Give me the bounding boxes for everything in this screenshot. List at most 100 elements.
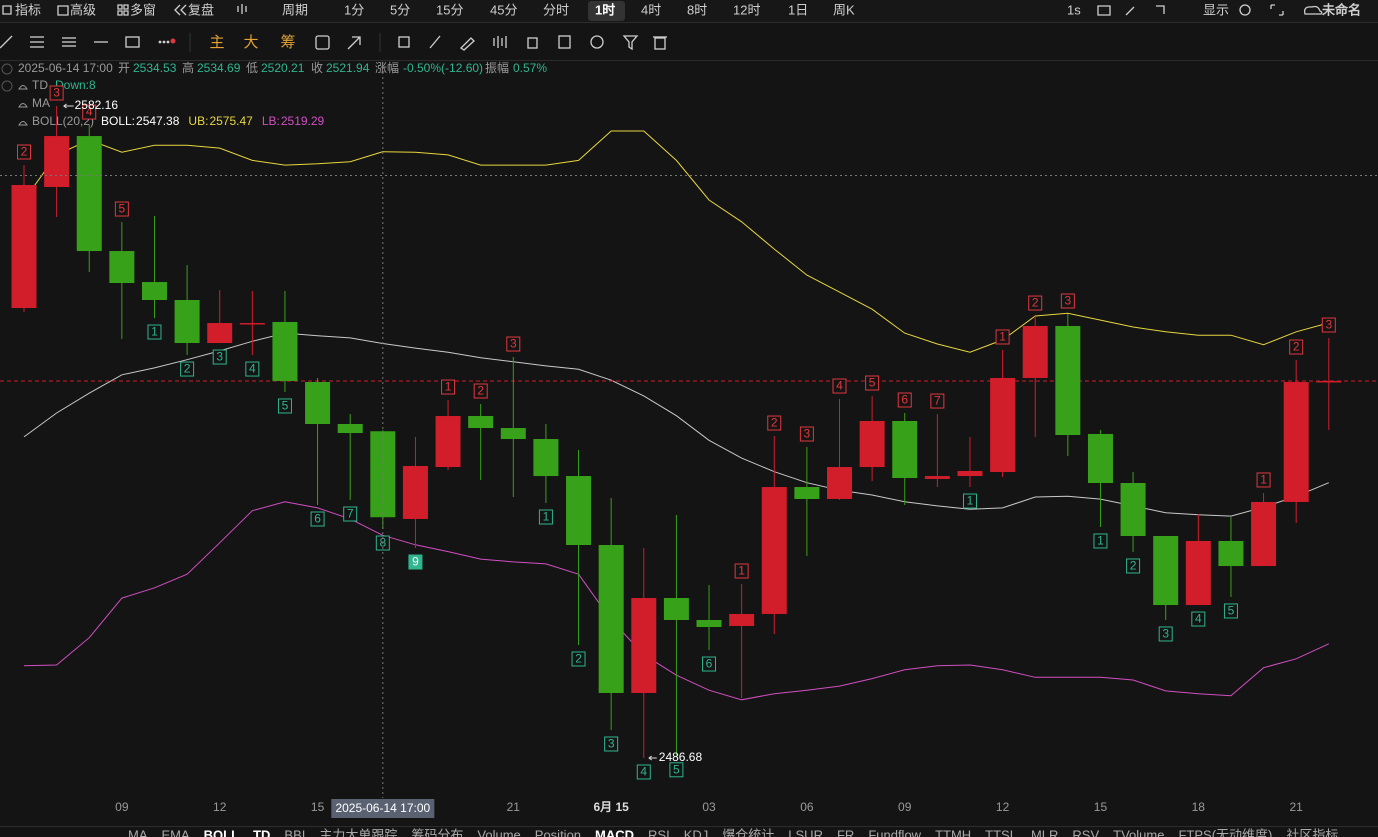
toolbar-item[interactable]: 未命名: [1321, 2, 1361, 17]
toolbar-item[interactable]: 指标: [15, 2, 41, 17]
indicator-tab[interactable]: TTSL: [985, 827, 1017, 837]
candle-body: [44, 136, 70, 187]
indicator-tab[interactable]: MACD: [595, 827, 634, 837]
candle-body: [272, 321, 298, 381]
td-box: [1191, 611, 1206, 627]
toolbar-item[interactable]: 筹: [280, 34, 295, 51]
indicator-tab[interactable]: Volume: [477, 827, 520, 837]
candle-body: [631, 597, 657, 693]
toolbar-item[interactable]: 45分: [490, 2, 517, 17]
indicator-tab[interactable]: RSV: [1072, 827, 1099, 837]
candle-body: [239, 323, 265, 325]
td-box: [147, 324, 162, 340]
candle-body: [892, 421, 918, 479]
td-label: 5: [673, 762, 680, 776]
td-label: 7: [934, 394, 941, 408]
candle-body: [794, 487, 820, 499]
x-tick-label: 6月 15: [593, 800, 629, 814]
indicator-tab[interactable]: 爆仓统计: [722, 827, 774, 837]
candle-body: [1283, 382, 1309, 502]
td-label: 5: [282, 399, 289, 413]
info-label: 涨幅: [375, 60, 399, 75]
indicator-tab[interactable]: Fundflow: [868, 827, 921, 837]
crosshair-label: 2025-06-14 17:00: [335, 801, 430, 815]
td-label: 1: [543, 510, 550, 524]
indicator-tab[interactable]: TD: [253, 827, 270, 837]
indicator-tab[interactable]: TTMH: [935, 827, 971, 837]
toolbar-icon: [174, 4, 187, 16]
info-label: 低: [246, 61, 258, 75]
td-box: [1126, 558, 1141, 574]
indicator-tab[interactable]: FR: [837, 827, 854, 837]
toolbar-item[interactable]: 显示: [1203, 2, 1229, 17]
indicator-tab[interactable]: FTPS(无动维度): [1178, 827, 1272, 837]
indicator-tab[interactable]: BOLL: [204, 827, 239, 837]
indicator-tab[interactable]: 筹码分布: [411, 827, 463, 837]
toolbar-item[interactable]: 1日: [788, 2, 808, 17]
info-value: 2520.21: [261, 61, 305, 75]
toolbar-item[interactable]: 8时: [687, 2, 707, 17]
td-label: 1: [151, 325, 158, 339]
indicator-tab[interactable]: TVolume: [1113, 827, 1164, 837]
toolbar-item[interactable]: 主: [209, 34, 224, 51]
toolbar-item[interactable]: 12时: [733, 2, 760, 17]
x-tick-label: 06: [800, 800, 814, 814]
indicator-tab[interactable]: MA: [128, 827, 148, 837]
info-value: -0.50%(-12.60): [403, 61, 483, 75]
info-value: 2534.53: [133, 61, 177, 75]
toolbar-item[interactable]: 1分: [344, 2, 364, 17]
toolbar-item[interactable]: 复盘: [188, 2, 214, 17]
indicator-tab[interactable]: BBI: [284, 827, 305, 837]
top-toolbar: [0, 0, 1378, 22]
candle-body: [566, 476, 592, 546]
candle-body: [859, 421, 885, 468]
td-label: 3: [510, 337, 517, 351]
td-box: [832, 378, 847, 394]
toolbar-item[interactable]: 1时: [595, 2, 615, 17]
indicator-tab[interactable]: MLR: [1031, 827, 1058, 837]
draw-icons: [0, 33, 667, 52]
toolbar-icon: [1097, 4, 1323, 16]
toolbar-item[interactable]: 1s: [1067, 2, 1081, 17]
td-box: [897, 392, 912, 408]
legend-value: 2519.29: [281, 114, 325, 128]
price-arrow: [648, 755, 657, 761]
x-tick-label: 09: [898, 800, 912, 814]
td-label: 2: [771, 416, 778, 430]
candle-body: [761, 487, 787, 614]
active-period-bg: [588, 1, 625, 21]
x-tick-label: 15: [1094, 800, 1108, 814]
candle-body: [990, 377, 1016, 473]
info-label: 振幅: [485, 60, 509, 75]
td-box: [506, 336, 521, 352]
x-tick-label: 21: [1290, 800, 1304, 814]
toolbar-item[interactable]: 周期: [282, 2, 308, 17]
indicator-tab[interactable]: 社区指标: [1286, 827, 1338, 837]
td-box: [17, 144, 31, 160]
td-label: 1: [445, 380, 452, 394]
td-label: 1: [1260, 473, 1267, 487]
td-label: 2: [1293, 340, 1300, 354]
toolbar-item[interactable]: 周K: [833, 2, 855, 17]
indicator-tab[interactable]: EMA: [162, 827, 191, 837]
indicator-tab[interactable]: KDJ: [684, 827, 709, 837]
toolbar-item[interactable]: 5分: [390, 2, 410, 17]
td-box: [212, 349, 227, 365]
toolbar-item[interactable]: 多窗: [130, 2, 156, 17]
indicator-tab[interactable]: LSUR: [788, 827, 823, 837]
toolbar-item[interactable]: 4时: [641, 2, 661, 17]
legend-value: 2547.38: [136, 114, 180, 128]
candle-body: [174, 300, 200, 344]
indicator-tab[interactable]: 主力大单跟踪: [319, 827, 397, 837]
indicator-tab[interactable]: Position: [535, 827, 581, 837]
toolbar-item[interactable]: 大: [243, 34, 258, 51]
toolbar-item[interactable]: 分时: [543, 2, 569, 17]
td-label: 3: [804, 427, 811, 441]
toolbar-item[interactable]: 高级: [70, 2, 96, 17]
toolbar-item[interactable]: 15分: [436, 2, 463, 17]
indicator-tab[interactable]: RSI: [648, 827, 670, 837]
td-box: [1093, 533, 1108, 549]
td-label: 6: [706, 657, 713, 671]
td-box: [408, 554, 423, 570]
